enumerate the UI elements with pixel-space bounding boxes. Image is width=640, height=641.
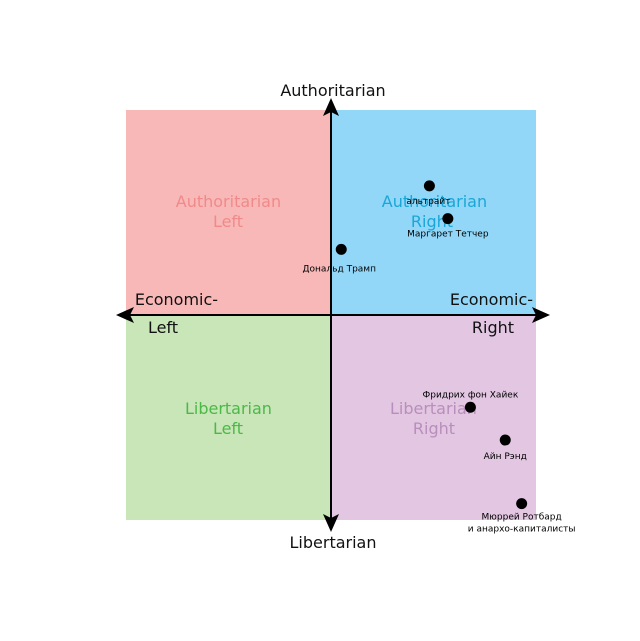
data-point-label: Дональд Трамп	[303, 264, 377, 274]
quadrant-authoritarian-left	[126, 110, 331, 315]
data-point-label: Айн Рэнд	[484, 452, 527, 462]
axis-label-right: Economic- Right	[450, 290, 538, 337]
axis-label-top: Authoritarian	[280, 81, 385, 100]
data-point-label: Фридрих фон Хайек	[423, 390, 519, 400]
data-point	[516, 498, 528, 510]
quadrant-authoritarian-right	[331, 110, 536, 315]
axis-label-bottom: Libertarian	[290, 533, 377, 552]
axis-label-left: Economic- Left	[135, 290, 223, 337]
arrow-left-icon	[116, 307, 134, 323]
data-point-label: Мюррей Ротбард и анархо-капиталисты	[468, 513, 576, 535]
data-point-label: Маргарет Тетчер	[407, 230, 489, 240]
data-point-label: альтрайт	[406, 197, 450, 207]
arrow-down-icon	[323, 514, 339, 532]
data-point	[499, 434, 511, 446]
data-point	[442, 213, 454, 225]
quadrant-label-libertarian-right: Libertarian Right	[390, 399, 482, 438]
arrow-up-icon	[323, 98, 339, 116]
data-point	[464, 401, 476, 413]
quadrant-label-libertarian-left: Libertarian Left	[185, 399, 277, 438]
data-point	[335, 243, 347, 255]
quadrant-label-authoritarian-left: Authoritarian Left	[176, 192, 286, 231]
quadrant-label-authoritarian-right: Authoritarian Right	[382, 192, 492, 231]
axis-lines	[116, 98, 550, 532]
data-point	[423, 180, 435, 192]
quadrant-libertarian-left	[126, 315, 331, 520]
data-points: альтрайт Маргарет Тетчер Дональд Трамп Фрид…	[303, 180, 576, 535]
quadrant-libertarian-right	[331, 315, 536, 520]
arrow-right-icon	[532, 307, 550, 323]
